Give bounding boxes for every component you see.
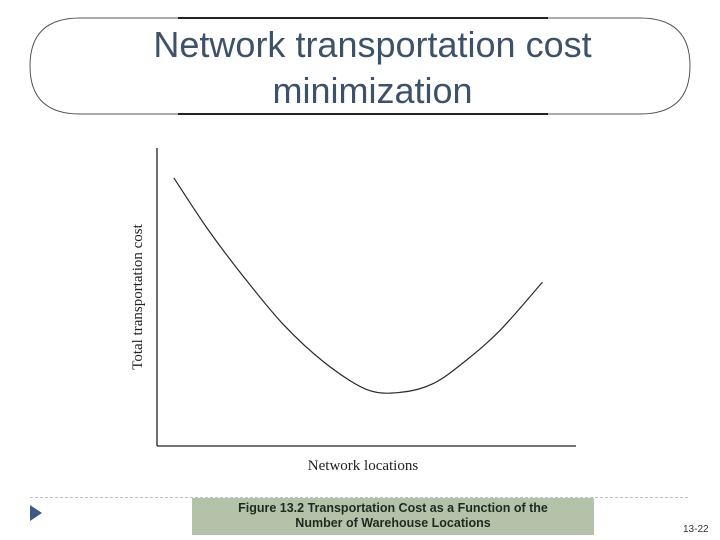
cost-curve-series xyxy=(173,177,543,394)
bullet-arrow-icon xyxy=(30,505,42,521)
slide-number: 13-22 xyxy=(683,524,709,535)
transportation-cost-chart: Network locations Total transportation c… xyxy=(130,148,576,474)
title-banner xyxy=(29,17,691,115)
footer-divider xyxy=(30,497,688,498)
figure-caption-line-2: Number of Warehouse Locations xyxy=(295,516,491,530)
x-axis-label: Network locations xyxy=(308,458,419,474)
slide-title: Network transportation cost minimization xyxy=(100,22,645,114)
slide-title-line-1: Network transportation cost xyxy=(153,24,592,65)
slide-title-line-2: minimization xyxy=(272,70,473,111)
figure-caption-line-1: Figure 13.2 Transportation Cost as a Fun… xyxy=(238,501,548,515)
figure-caption: Figure 13.2 Transportation Cost as a Fun… xyxy=(192,498,594,535)
y-axis-label: Total transportation cost xyxy=(130,223,146,369)
